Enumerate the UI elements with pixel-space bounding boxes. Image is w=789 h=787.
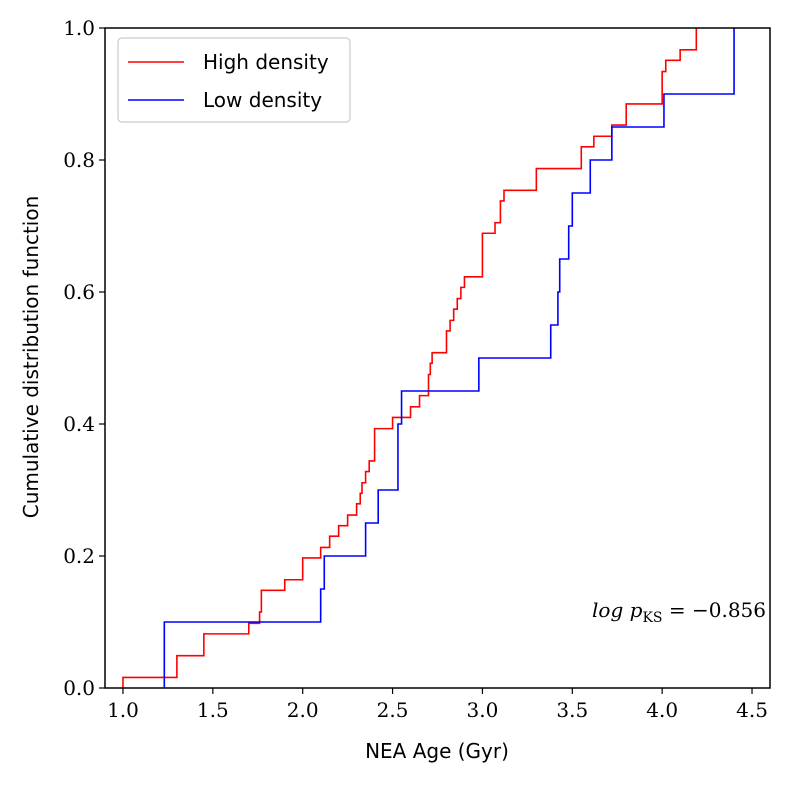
ks-annotation-subscript: KS [642,610,662,626]
x-tick-label: 1.5 [197,698,229,722]
y-tick-label: 0.2 [63,544,95,568]
series-line-high-density [122,28,698,688]
y-axis-ticks: 0.0 0.2 0.4 0.6 0.8 1.0 [63,16,105,700]
x-axis-label: NEA Age (Gyr) [365,739,509,763]
x-tick-label: 2.5 [377,698,409,722]
y-axis-label: Cumulative distribution function [19,196,43,519]
x-tick-label: 3.5 [556,698,588,722]
legend-label-low-density: Low density [203,88,322,112]
y-tick-label: 0.6 [63,280,95,304]
legend: High density Low density [117,37,351,123]
series-line-low-density [163,28,735,688]
y-tick-label: 0.4 [63,412,95,436]
ks-annotation: log pKS = −0.856 [592,598,766,626]
y-tick-label: 1.0 [63,16,95,40]
y-tick-label: 0.0 [63,676,95,700]
ks-annotation-value: = −0.856 [663,598,767,622]
x-tick-label: 4.0 [646,698,678,722]
x-tick-label: 3.0 [467,698,499,722]
x-tick-label: 2.0 [287,698,319,722]
x-axis-ticks: 1.0 1.5 2.0 2.5 3.0 3.5 4.0 4.5 [107,688,768,722]
series-layer [122,28,735,688]
plot-frame [104,27,771,689]
legend-label-high-density: High density [203,50,329,74]
legend-box [117,37,351,123]
x-tick-label: 1.0 [107,698,139,722]
ks-annotation-prefix: log p [592,598,643,622]
y-tick-label: 0.8 [63,148,95,172]
x-tick-label: 4.5 [736,698,768,722]
